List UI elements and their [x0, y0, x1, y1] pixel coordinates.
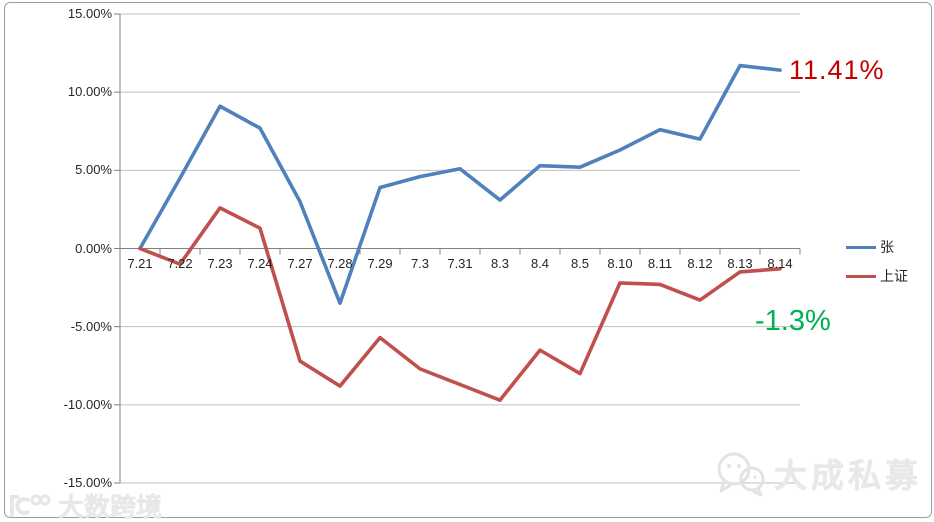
x-axis-tick-label: 7.3: [410, 255, 430, 271]
gridlines: [120, 13, 800, 484]
y-axis-tick-label: -10.00%: [63, 396, 112, 412]
x-axis-tick-label: 8.13: [727, 255, 753, 271]
y-axis-tick-label: 15.00%: [67, 6, 112, 21]
wechat-icon: [717, 452, 765, 497]
annotation-series2-final-value: -1.3%: [755, 305, 831, 337]
watermark-bottom-right: 大成私募: [714, 449, 922, 497]
legend-label: 张: [880, 239, 894, 255]
series-line-上证: [138, 206, 782, 402]
legend-line-swatch-blue: [846, 245, 876, 249]
x-axis-tick-label: 7.28: [327, 255, 353, 271]
watermark-text: 大数跨境: [58, 492, 163, 522]
x-axis-tick-label: 7.23: [207, 255, 233, 271]
legend-label: 上证: [880, 268, 908, 284]
plot-area: [138, 63, 782, 402]
chart-legend: 张 上证: [846, 237, 908, 286]
legend-item-series1[interactable]: 张: [846, 237, 908, 257]
x-axis-tick-label: 7.21: [127, 255, 153, 271]
legend-item-series2[interactable]: 上证: [846, 266, 908, 286]
x-axis-tick-label: 8.4: [530, 255, 550, 271]
y-axis-tick-label: 5.00%: [75, 162, 112, 178]
x-axis-tick-label: 7.31: [447, 255, 473, 271]
x-axis-tick-label: 7.29: [367, 255, 393, 271]
x-axis-tick-label: 7.24: [247, 255, 273, 271]
dashukuajing-logo-icon: [10, 494, 51, 517]
annotation-series1-final-value: 11.41%: [789, 55, 885, 85]
x-axis-tick-label: 7.27: [287, 255, 313, 271]
x-axis-tick-label: 8.10: [607, 255, 633, 271]
y-axis-tick-label: 0.00%: [75, 240, 112, 256]
y-axis-tick-label: -15.00%: [63, 475, 112, 490]
watermark-text: 大成私募: [774, 457, 922, 494]
series-line-张: [138, 63, 782, 306]
y-axis-tick-label: 10.00%: [67, 84, 112, 100]
legend-line-swatch-red: [846, 274, 876, 278]
y-axis-tick-label: -5.00%: [70, 318, 112, 334]
axes: [114, 13, 801, 484]
x-axis-tick-label: 7.22: [167, 255, 193, 271]
watermark-bottom-left: 大数跨境: [8, 487, 162, 522]
x-axis-tick-label: 8.14: [767, 255, 793, 271]
x-axis-tick-label: 8.12: [687, 255, 713, 271]
x-axis-tick-label: 8.5: [570, 255, 590, 271]
x-axis-tick-label: 8.11: [647, 255, 673, 271]
x-axis-tick-label: 8.3: [490, 255, 510, 271]
